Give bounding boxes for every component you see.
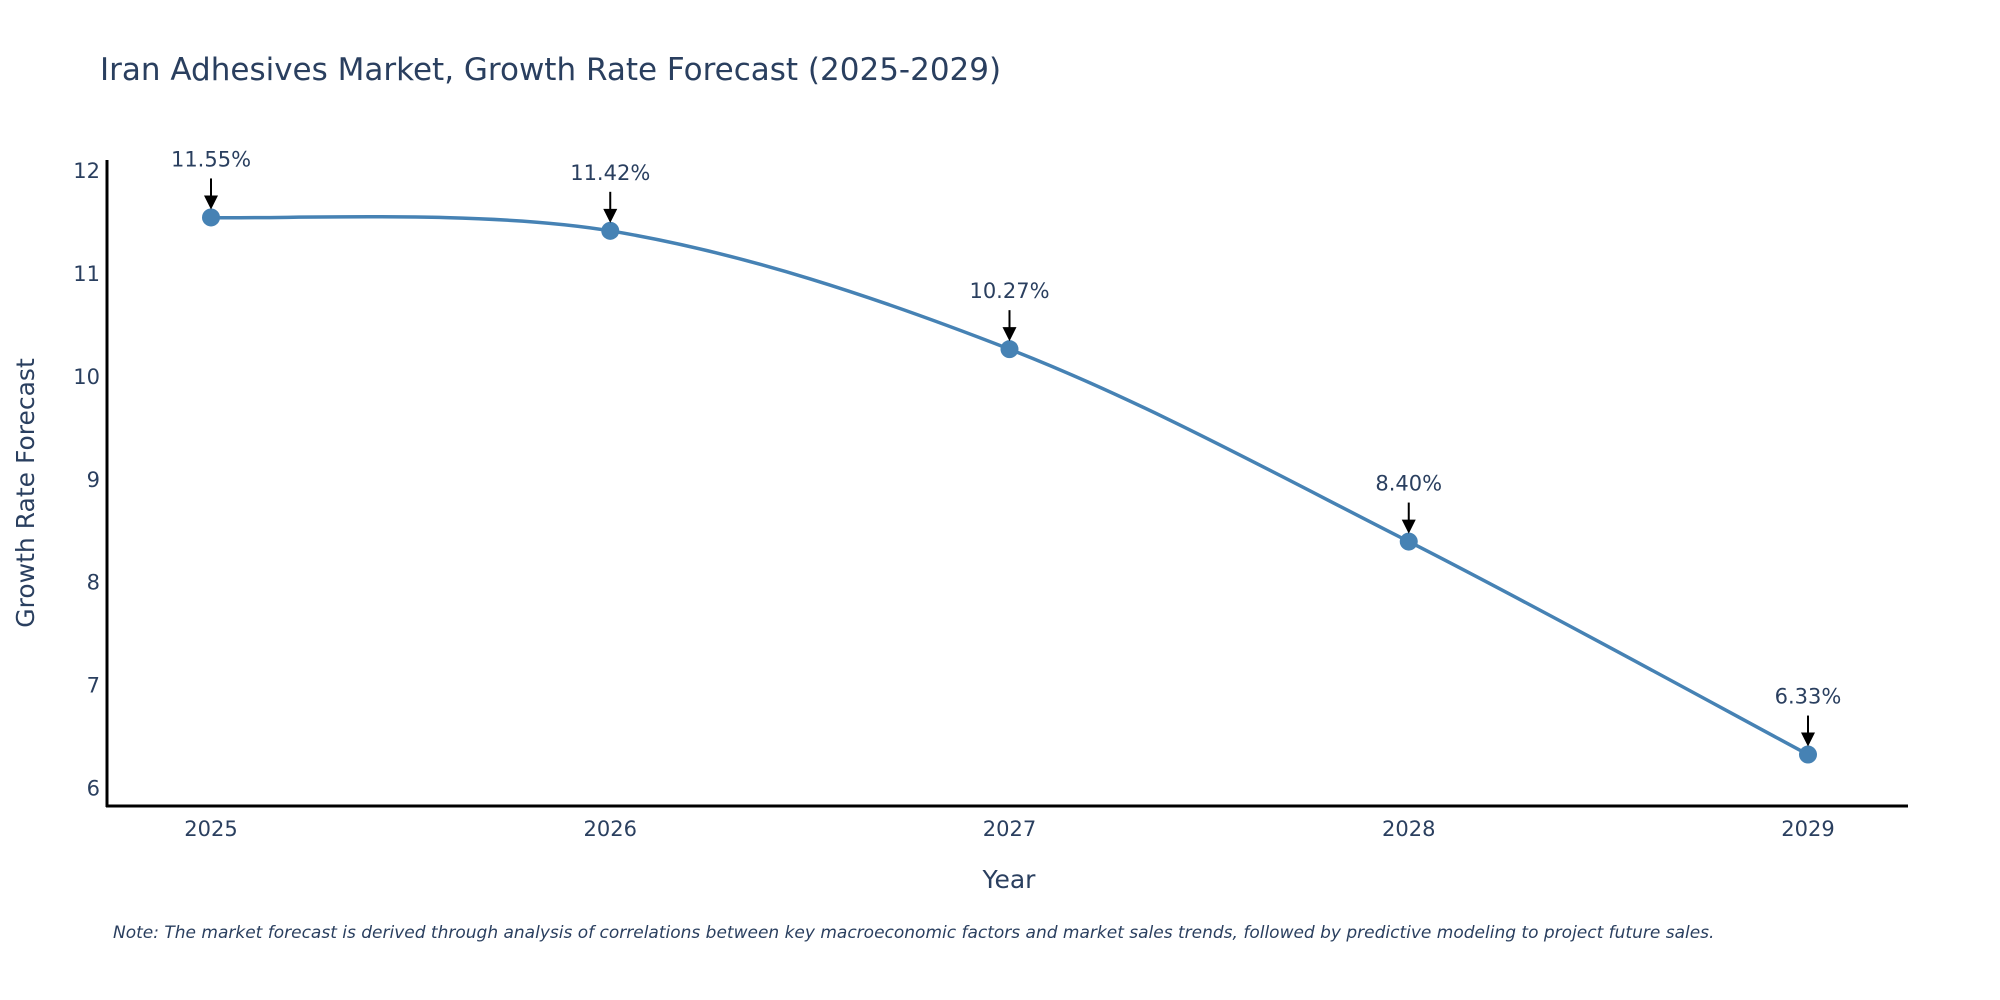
x-tick-label: 2028 (1382, 817, 1435, 841)
data-label: 8.40% (1375, 472, 1442, 496)
data-annotations: 11.55% 11.42% 10.27% 8.40% 6.33% (171, 147, 1842, 747)
y-axis-title: Growth Rate Forecast (11, 358, 40, 628)
y-tick-label: 6 (87, 777, 100, 801)
y-tick-label: 8 (87, 571, 100, 595)
annotation-arrow-head (204, 195, 218, 210)
annotation-arrow-head (1401, 519, 1416, 534)
data-label: 11.42% (570, 161, 650, 185)
x-tick-label: 2025 (184, 817, 237, 841)
data-point (1000, 340, 1019, 359)
y-axis-ticks: 6 7 8 9 10 11 12 (73, 159, 100, 800)
y-tick-label: 10 (73, 365, 100, 389)
data-label: 11.55% (171, 147, 251, 171)
y-tick-label: 7 (87, 674, 100, 698)
data-point (202, 208, 220, 227)
x-tick-label: 2027 (983, 817, 1036, 841)
annotation-arrow-head (603, 208, 618, 223)
series-markers (202, 208, 1817, 764)
data-label: 6.33% (1775, 685, 1842, 709)
y-tick-label: 11 (73, 262, 100, 286)
chart-title: Iran Adhesives Market, Growth Rate Forec… (100, 52, 1001, 88)
x-tick-label: 2029 (1781, 817, 1834, 841)
data-point (1399, 532, 1418, 551)
data-annotation: 11.55% (171, 147, 251, 210)
data-label: 10.27% (969, 279, 1049, 303)
y-tick-label: 9 (87, 468, 100, 492)
data-annotation: 6.33% (1775, 685, 1842, 747)
data-point (1799, 745, 1817, 764)
annotation-arrow-head (1002, 327, 1017, 342)
x-tick-label: 2026 (584, 817, 637, 841)
footnote: Note: The market forecast is derived thr… (113, 923, 1714, 943)
data-annotation: 8.40% (1375, 472, 1442, 534)
data-annotation: 11.42% (570, 161, 650, 223)
data-annotation: 10.27% (969, 279, 1050, 342)
x-axis-title: Year (982, 865, 1037, 894)
data-point (601, 221, 620, 240)
annotation-arrow-head (1801, 732, 1815, 747)
y-tick-label: 12 (73, 159, 100, 183)
x-axis-ticks: 2025 2026 2027 2028 2029 (184, 817, 1834, 841)
